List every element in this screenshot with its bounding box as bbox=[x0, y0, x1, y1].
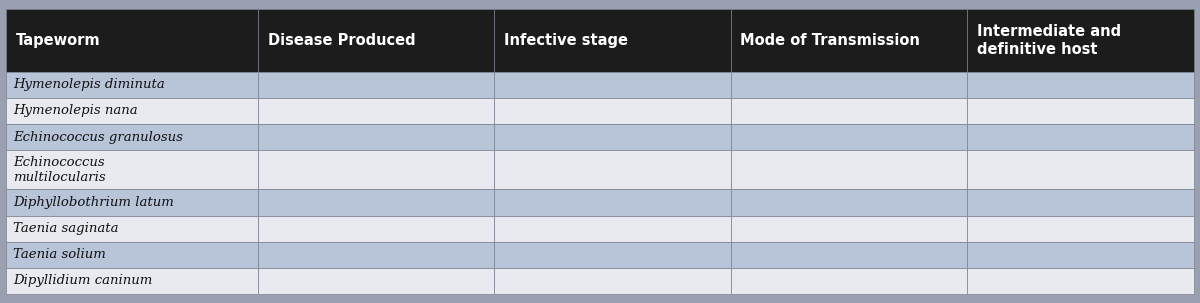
Bar bbox=[258, 72, 494, 98]
Bar bbox=[494, 268, 731, 294]
Bar bbox=[494, 124, 731, 150]
Bar bbox=[258, 268, 494, 294]
Bar bbox=[494, 215, 731, 241]
Text: Tapeworm: Tapeworm bbox=[16, 33, 101, 48]
Bar bbox=[258, 124, 494, 150]
Text: Mode of Transmission: Mode of Transmission bbox=[740, 33, 920, 48]
Bar bbox=[967, 241, 1194, 268]
Bar bbox=[494, 98, 731, 124]
Text: Echinococcus granulosus: Echinococcus granulosus bbox=[13, 131, 184, 144]
Text: Disease Produced: Disease Produced bbox=[268, 33, 415, 48]
Bar bbox=[494, 72, 731, 98]
Text: Hymenolepis nana: Hymenolepis nana bbox=[13, 105, 138, 118]
Bar bbox=[258, 150, 494, 189]
Text: Hymenolepis diminuta: Hymenolepis diminuta bbox=[13, 78, 164, 91]
Bar bbox=[6, 72, 258, 98]
Bar bbox=[731, 215, 967, 241]
Bar bbox=[731, 189, 967, 215]
Bar bbox=[967, 189, 1194, 215]
Bar bbox=[494, 150, 731, 189]
Bar bbox=[967, 124, 1194, 150]
Bar bbox=[967, 150, 1194, 189]
Bar bbox=[6, 9, 258, 72]
Bar bbox=[731, 268, 967, 294]
Bar bbox=[494, 241, 731, 268]
Bar bbox=[258, 98, 494, 124]
Bar bbox=[6, 189, 258, 215]
Bar bbox=[967, 215, 1194, 241]
Bar bbox=[6, 241, 258, 268]
Bar bbox=[731, 124, 967, 150]
Bar bbox=[258, 241, 494, 268]
Bar bbox=[258, 215, 494, 241]
Bar bbox=[731, 98, 967, 124]
Bar bbox=[494, 9, 731, 72]
Bar bbox=[967, 268, 1194, 294]
Bar bbox=[731, 9, 967, 72]
Text: Intermediate and
definitive host: Intermediate and definitive host bbox=[977, 24, 1121, 57]
Text: Infective stage: Infective stage bbox=[504, 33, 628, 48]
Text: Taenia solium: Taenia solium bbox=[13, 248, 106, 261]
Text: Diphyllobothrium latum: Diphyllobothrium latum bbox=[13, 196, 174, 209]
Text: Echinococcus
multilocularis: Echinococcus multilocularis bbox=[13, 156, 106, 184]
Text: Taenia saginata: Taenia saginata bbox=[13, 222, 119, 235]
Bar bbox=[258, 189, 494, 215]
Bar bbox=[967, 98, 1194, 124]
Bar bbox=[6, 268, 258, 294]
Text: Dipyllidium caninum: Dipyllidium caninum bbox=[13, 274, 152, 287]
Bar bbox=[258, 9, 494, 72]
Bar bbox=[731, 72, 967, 98]
Bar bbox=[494, 189, 731, 215]
Bar bbox=[967, 9, 1194, 72]
Bar bbox=[6, 98, 258, 124]
Bar bbox=[6, 150, 258, 189]
Bar bbox=[6, 124, 258, 150]
Bar bbox=[731, 241, 967, 268]
Bar bbox=[967, 72, 1194, 98]
Bar bbox=[731, 150, 967, 189]
Bar bbox=[6, 215, 258, 241]
